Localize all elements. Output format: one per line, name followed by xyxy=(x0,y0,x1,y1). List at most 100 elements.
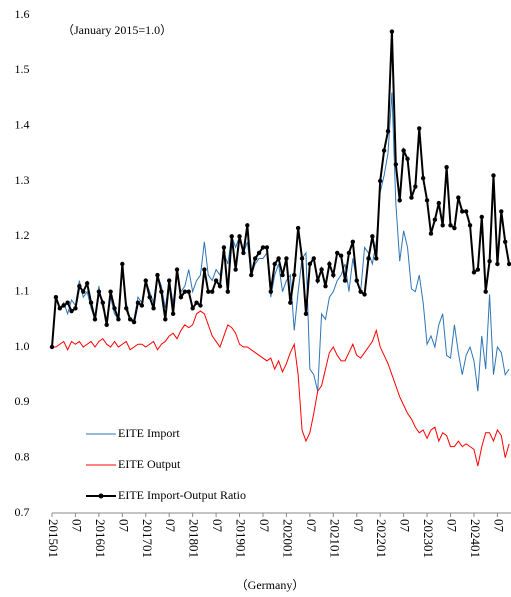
point xyxy=(143,278,148,283)
point xyxy=(338,253,344,258)
point xyxy=(424,198,430,203)
point xyxy=(432,217,438,222)
legend-label: EITE Output xyxy=(118,457,181,471)
point xyxy=(206,289,211,294)
point xyxy=(174,267,180,272)
point xyxy=(428,231,434,236)
y-tick-label: 1.4 xyxy=(15,117,30,131)
point xyxy=(116,317,121,322)
point xyxy=(217,283,223,289)
x-tick-label: 202401 xyxy=(468,519,483,558)
point xyxy=(452,225,457,231)
y-tick-label: 1.1 xyxy=(15,283,30,297)
point xyxy=(362,292,367,297)
point xyxy=(506,261,511,267)
point xyxy=(288,300,293,305)
point xyxy=(108,289,113,294)
point xyxy=(131,319,137,325)
point xyxy=(53,295,59,300)
point xyxy=(389,29,395,34)
point xyxy=(456,195,461,200)
point xyxy=(194,300,199,305)
point xyxy=(448,223,453,228)
point xyxy=(178,295,184,300)
point xyxy=(49,344,55,350)
x-tick-label: 201601 xyxy=(93,519,108,558)
x-tick-label: 201501 xyxy=(46,519,61,558)
point xyxy=(272,261,277,267)
x-tick-label: 07 xyxy=(69,519,84,533)
point xyxy=(491,173,496,178)
x-tick-label: 202001 xyxy=(280,519,295,558)
point xyxy=(471,270,477,275)
y-tick-label: 1.6 xyxy=(15,7,30,21)
point xyxy=(397,198,402,203)
point xyxy=(499,209,504,214)
point xyxy=(221,245,227,250)
point xyxy=(370,234,375,239)
y-tick-label: 1.5 xyxy=(15,62,30,76)
point xyxy=(327,261,332,267)
point xyxy=(405,156,410,162)
point xyxy=(393,162,399,167)
point xyxy=(417,126,422,131)
point xyxy=(284,256,289,261)
point xyxy=(335,250,340,256)
point xyxy=(213,278,219,283)
point xyxy=(84,281,90,286)
point xyxy=(69,308,74,314)
point xyxy=(57,306,63,311)
point xyxy=(479,214,484,220)
x-tick-label: 07 xyxy=(116,519,131,533)
x-tick-label: 07 xyxy=(398,519,413,533)
point xyxy=(170,311,176,316)
point xyxy=(444,164,449,170)
y-tick-label: 1.3 xyxy=(15,173,30,187)
point xyxy=(245,223,250,228)
point xyxy=(475,267,481,272)
point xyxy=(350,239,356,245)
point xyxy=(420,176,426,181)
point xyxy=(100,300,105,305)
x-tick-label: 201901 xyxy=(234,519,249,558)
x-tick-label: 201801 xyxy=(187,519,202,558)
point xyxy=(241,250,246,256)
point xyxy=(182,289,188,294)
y-tick-label: 1.2 xyxy=(15,228,30,242)
point xyxy=(198,303,203,308)
point xyxy=(276,256,281,261)
x-tick-label: 07 xyxy=(257,519,272,533)
point xyxy=(460,209,465,214)
point xyxy=(323,283,328,289)
point xyxy=(135,300,141,305)
x-tick-label: 07 xyxy=(445,519,460,533)
x-tick-label: 202301 xyxy=(421,519,436,558)
series-line xyxy=(51,92,510,392)
legend-label: EITE Import xyxy=(118,426,180,440)
x-tick-label: 201701 xyxy=(140,519,155,558)
point xyxy=(487,259,492,264)
point xyxy=(61,303,66,308)
point xyxy=(96,289,102,294)
point xyxy=(65,300,70,305)
point xyxy=(280,272,285,278)
x-tick-label: 07 xyxy=(351,519,366,533)
point xyxy=(202,267,207,272)
x-tick-label: 07 xyxy=(491,519,506,533)
point xyxy=(436,200,441,206)
point xyxy=(163,317,168,322)
point xyxy=(159,289,164,294)
point xyxy=(92,317,98,322)
series-line xyxy=(52,310,510,467)
point xyxy=(467,223,473,228)
point xyxy=(190,306,195,311)
y-tick-label: 0.8 xyxy=(15,449,30,463)
x-axis-title: （Germany） xyxy=(236,578,305,592)
point xyxy=(342,278,348,283)
x-tick-label: 07 xyxy=(304,519,319,533)
point xyxy=(299,256,305,261)
point xyxy=(463,209,469,214)
point xyxy=(167,278,172,283)
point xyxy=(295,225,301,231)
point xyxy=(147,295,152,300)
